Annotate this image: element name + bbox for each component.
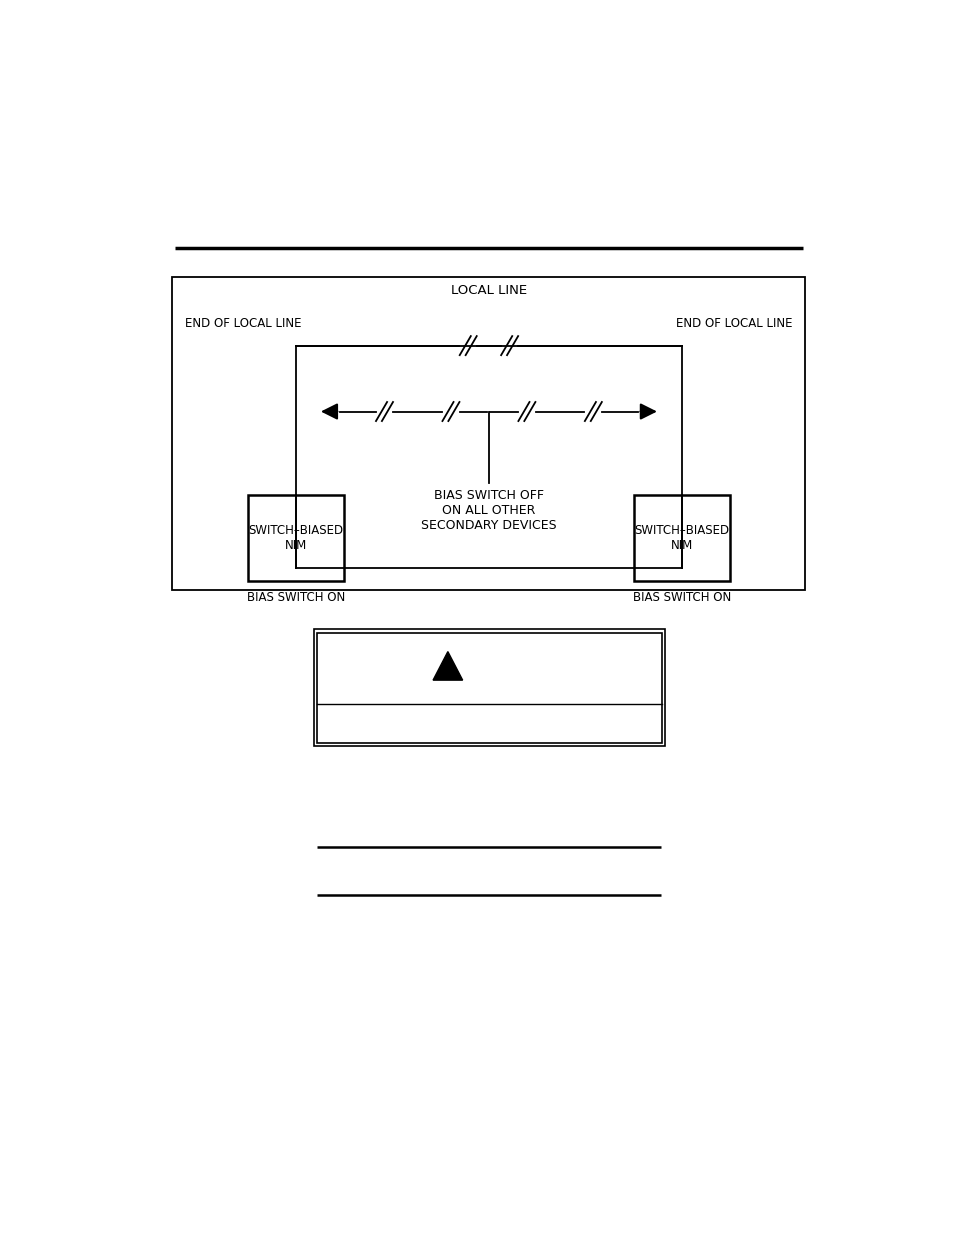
Bar <box>633 495 729 580</box>
Bar <box>248 495 344 580</box>
Polygon shape <box>433 652 462 680</box>
Text: BIAS SWITCH ON: BIAS SWITCH ON <box>247 592 345 604</box>
Text: SWITCH–BIASED
NIM: SWITCH–BIASED NIM <box>634 524 729 552</box>
Text: SWITCH–BIASED
NIM: SWITCH–BIASED NIM <box>248 524 343 552</box>
Text: BIAS SWITCH ON: BIAS SWITCH ON <box>632 592 730 604</box>
Text: END OF LOCAL LINE: END OF LOCAL LINE <box>185 317 301 330</box>
Text: BIAS SWITCH OFF
ON ALL OTHER
SECONDARY DEVICES: BIAS SWITCH OFF ON ALL OTHER SECONDARY D… <box>420 489 557 532</box>
Bar <box>314 630 664 746</box>
Text: END OF LOCAL LINE: END OF LOCAL LINE <box>676 317 792 330</box>
Bar <box>316 634 661 742</box>
Bar <box>172 277 804 590</box>
Text: LOCAL LINE: LOCAL LINE <box>451 284 526 298</box>
